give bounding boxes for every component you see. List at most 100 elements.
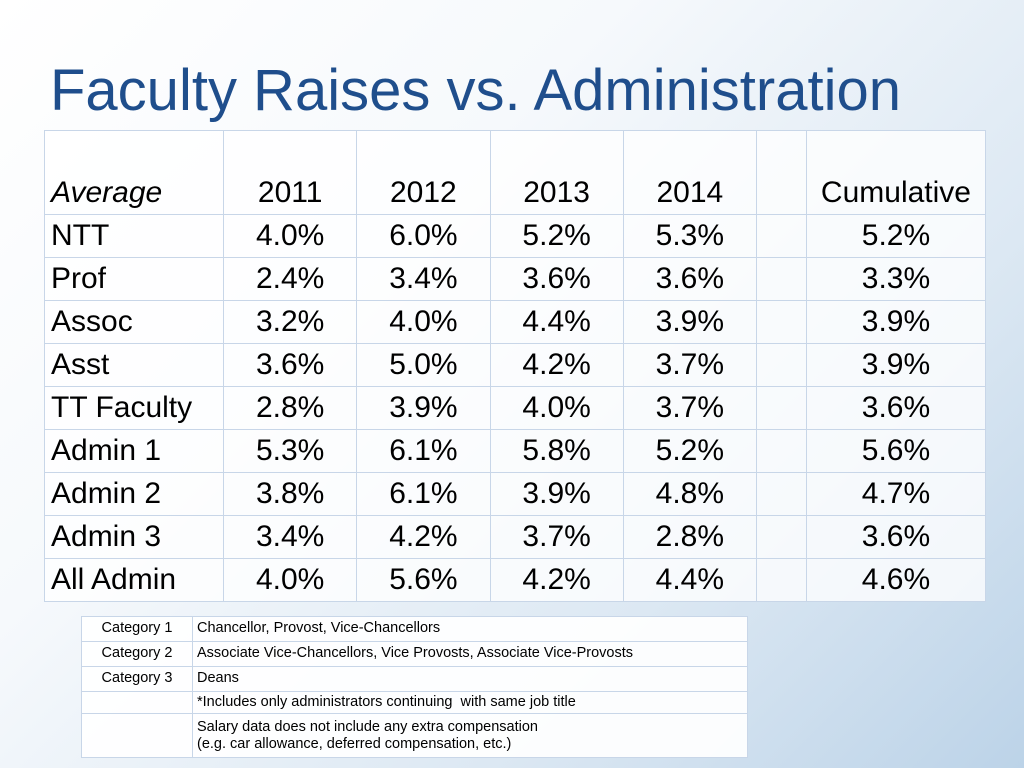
legend-description: Deans bbox=[192, 666, 748, 692]
row-label: Asst bbox=[43, 343, 225, 387]
note-salary-line2: (e.g. car allowance, deferred compensati… bbox=[197, 735, 512, 752]
cell-value: 2.8% bbox=[622, 515, 757, 559]
cell-cumulative: 4.6% bbox=[805, 558, 987, 602]
legend-note-row: Salary data does not include any extra c… bbox=[81, 713, 748, 759]
cell-value: 3.9% bbox=[622, 300, 757, 344]
legend-category: Category 1 bbox=[81, 616, 193, 642]
cell-cumulative: 5.6% bbox=[805, 429, 987, 473]
table-row: Admin 1 5.3% 6.1% 5.8% 5.2% 5.6% bbox=[43, 429, 987, 473]
raises-table: Average 2011 2012 2013 2014 Cumulative N… bbox=[43, 130, 987, 602]
cell-value: 3.6% bbox=[622, 257, 757, 301]
cell-value: 3.7% bbox=[489, 515, 624, 559]
cell-value: 4.2% bbox=[489, 343, 624, 387]
cell-cumulative: 3.3% bbox=[805, 257, 987, 301]
cell-value: 5.2% bbox=[489, 214, 624, 258]
cell-value: 5.2% bbox=[622, 429, 757, 473]
table-row: Admin 2 3.8% 6.1% 3.9% 4.8% 4.7% bbox=[43, 472, 987, 516]
gap-cell bbox=[755, 429, 807, 473]
cell-value: 3.4% bbox=[356, 257, 491, 301]
cell-value: 4.8% bbox=[622, 472, 757, 516]
header-year-2013: 2013 bbox=[489, 130, 624, 215]
note-includes: *Includes only administrators continuing… bbox=[192, 690, 748, 715]
cell-value: 5.8% bbox=[489, 429, 624, 473]
row-label: Admin 2 bbox=[43, 472, 225, 516]
cell-value: 3.2% bbox=[223, 300, 358, 344]
cell-value: 4.0% bbox=[356, 300, 491, 344]
table-row: Assoc 3.2% 4.0% 4.4% 3.9% 3.9% bbox=[43, 300, 987, 344]
cell-value: 3.6% bbox=[489, 257, 624, 301]
header-year-2011: 2011 bbox=[223, 130, 358, 215]
legend-note-row: *Includes only administrators continuing… bbox=[81, 690, 748, 715]
cell-value: 4.0% bbox=[223, 214, 358, 258]
gap-cell bbox=[755, 472, 807, 516]
legend-row: Category 3 Deans bbox=[81, 666, 748, 692]
gap-cell bbox=[755, 343, 807, 387]
cell-cumulative: 3.6% bbox=[805, 386, 987, 430]
cell-value: 6.1% bbox=[356, 472, 491, 516]
cell-cumulative: 3.9% bbox=[805, 300, 987, 344]
legend-description: Associate Vice-Chancellors, Vice Provost… bbox=[192, 641, 748, 667]
cell-value: 3.9% bbox=[489, 472, 624, 516]
row-label: Admin 1 bbox=[43, 429, 225, 473]
legend-description: Chancellor, Provost, Vice-Chancellors bbox=[192, 616, 748, 642]
cell-cumulative: 4.7% bbox=[805, 472, 987, 516]
legend-row: Category 2 Associate Vice-Chancellors, V… bbox=[81, 641, 748, 667]
row-label: TT Faculty bbox=[43, 386, 225, 430]
table-row: Asst 3.6% 5.0% 4.2% 3.7% 3.9% bbox=[43, 343, 987, 387]
cell-value: 3.7% bbox=[622, 386, 757, 430]
cell-value: 5.0% bbox=[356, 343, 491, 387]
cell-value: 4.4% bbox=[622, 558, 757, 602]
table-row: All Admin 4.0% 5.6% 4.2% 4.4% 4.6% bbox=[43, 558, 987, 602]
legend-empty-cell bbox=[81, 690, 193, 715]
gap-cell bbox=[755, 515, 807, 559]
cell-value: 3.7% bbox=[622, 343, 757, 387]
cell-cumulative: 5.2% bbox=[805, 214, 987, 258]
legend-empty-cell bbox=[81, 713, 193, 759]
cell-value: 3.8% bbox=[223, 472, 358, 516]
row-label: Admin 3 bbox=[43, 515, 225, 559]
gap-cell bbox=[755, 558, 807, 602]
cell-value: 6.0% bbox=[356, 214, 491, 258]
cell-cumulative: 3.6% bbox=[805, 515, 987, 559]
header-average-label: Average bbox=[43, 130, 225, 215]
category-legend-table: Category 1 Chancellor, Provost, Vice-Cha… bbox=[81, 616, 748, 759]
cell-value: 6.1% bbox=[356, 429, 491, 473]
cell-value: 5.3% bbox=[223, 429, 358, 473]
cell-value: 2.4% bbox=[223, 257, 358, 301]
cell-cumulative: 3.9% bbox=[805, 343, 987, 387]
cell-value: 4.4% bbox=[489, 300, 624, 344]
cell-value: 5.3% bbox=[622, 214, 757, 258]
cell-value: 3.4% bbox=[223, 515, 358, 559]
cell-value: 4.0% bbox=[223, 558, 358, 602]
legend-category: Category 2 bbox=[81, 641, 193, 667]
cell-value: 4.0% bbox=[489, 386, 624, 430]
gap-cell bbox=[755, 300, 807, 344]
table-row: NTT 4.0% 6.0% 5.2% 5.3% 5.2% bbox=[43, 214, 987, 258]
row-label: NTT bbox=[43, 214, 225, 258]
cell-value: 4.2% bbox=[489, 558, 624, 602]
table-header-row: Average 2011 2012 2013 2014 Cumulative bbox=[43, 130, 987, 215]
header-cumulative: Cumulative bbox=[805, 130, 987, 215]
cell-value: 3.9% bbox=[356, 386, 491, 430]
table-row: Admin 3 3.4% 4.2% 3.7% 2.8% 3.6% bbox=[43, 515, 987, 559]
row-label: All Admin bbox=[43, 558, 225, 602]
header-year-2012: 2012 bbox=[356, 130, 491, 215]
legend-category: Category 3 bbox=[81, 666, 193, 692]
table-row: TT Faculty 2.8% 3.9% 4.0% 3.7% 3.6% bbox=[43, 386, 987, 430]
gap-cell bbox=[755, 214, 807, 258]
cell-value: 3.6% bbox=[223, 343, 358, 387]
row-label: Assoc bbox=[43, 300, 225, 344]
cell-value: 5.6% bbox=[356, 558, 491, 602]
legend-row: Category 1 Chancellor, Provost, Vice-Cha… bbox=[81, 616, 748, 642]
note-salary-line1: Salary data does not include any extra c… bbox=[197, 718, 538, 735]
cell-value: 2.8% bbox=[223, 386, 358, 430]
gap-cell bbox=[755, 257, 807, 301]
slide-title: Faculty Raises vs. Administration bbox=[50, 58, 901, 123]
table-row: Prof 2.4% 3.4% 3.6% 3.6% 3.3% bbox=[43, 257, 987, 301]
cell-value: 4.2% bbox=[356, 515, 491, 559]
header-gap-cell bbox=[755, 130, 807, 215]
note-salary: Salary data does not include any extra c… bbox=[192, 713, 748, 759]
gap-cell bbox=[755, 386, 807, 430]
row-label: Prof bbox=[43, 257, 225, 301]
header-year-2014: 2014 bbox=[622, 130, 757, 215]
